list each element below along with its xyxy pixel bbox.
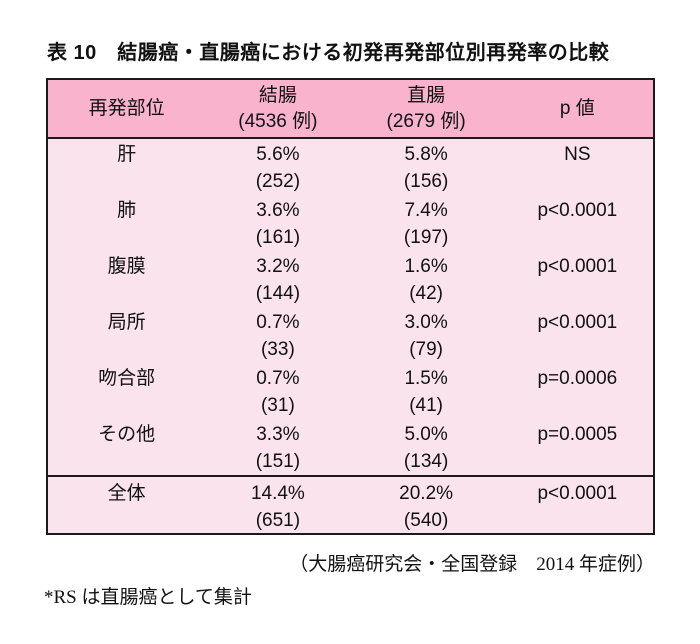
- recurrence-rate-table: 再発部位 結腸 (4536 例) 直腸 (2679 例) p 値 肝 5.6% …: [46, 78, 655, 535]
- total-pvalue: p<0.0001: [537, 483, 618, 504]
- colon-count: (151): [255, 451, 301, 472]
- row-site: 肺: [117, 200, 137, 221]
- row-pvalue: NS: [564, 144, 591, 165]
- colon-count: (31): [260, 395, 295, 416]
- rectum-count: (134): [403, 451, 449, 472]
- table-body: 肝 5.6% (252) 5.8% (156) NS 肺 3.6% (161) …: [48, 139, 653, 475]
- row-rectum-value: 5.0% (134): [350, 421, 501, 475]
- rectum-count: (41): [409, 395, 443, 416]
- table-row: 肝 5.6% (252) 5.8% (156) NS: [48, 139, 653, 195]
- colon-count: (651): [255, 510, 301, 531]
- colon-count: (161): [255, 227, 301, 248]
- row-pvalue: p=0.0006: [537, 368, 618, 389]
- table-row: 肺 3.6% (161) 7.4% (197) p<0.0001: [48, 195, 653, 251]
- footnote: *RS は直腸癌として集計: [44, 587, 252, 608]
- row-site: 腹膜: [107, 256, 146, 277]
- total-site: 全体: [107, 483, 146, 504]
- table-header-row: 再発部位 結腸 (4536 例) 直腸 (2679 例) p 値: [48, 80, 653, 139]
- colon-count: (144): [255, 283, 301, 304]
- row-colon-value: 3.2% (144): [205, 253, 350, 307]
- rectum-percent: 1.5%: [404, 368, 448, 389]
- table-row: 腹膜 3.2% (144) 1.6% (42) p<0.0001: [48, 251, 653, 307]
- row-rectum-value: 3.0% (79): [350, 309, 501, 363]
- header-colon-label: 結腸: [258, 84, 297, 106]
- row-pvalue: p=0.0005: [537, 424, 618, 445]
- colon-count: (33): [260, 339, 295, 360]
- row-pvalue: p<0.0001: [537, 256, 618, 277]
- row-site: その他: [98, 424, 156, 445]
- rectum-percent: 3.0%: [404, 312, 448, 333]
- table-total-row: 全体 14.4% (651) 20.2% (540) p<0.0001: [48, 475, 653, 533]
- rectum-count: (42): [409, 283, 443, 304]
- rectum-count: (197): [403, 227, 449, 248]
- table-row: 吻合部 0.7% (31) 1.5% (41) p=0.0006: [48, 363, 653, 419]
- table-row: 局所 0.7% (33) 3.0% (79) p<0.0001: [48, 307, 653, 363]
- row-colon-value: 3.3% (151): [205, 421, 350, 475]
- row-site: 肝: [117, 144, 137, 165]
- row-site: 局所: [107, 312, 146, 333]
- row-pvalue: p<0.0001: [537, 312, 618, 333]
- row-rectum-value: 7.4% (197): [350, 197, 501, 251]
- colon-percent: 3.2%: [256, 256, 300, 277]
- row-rectum-value: 1.5% (41): [350, 365, 501, 419]
- total-colon-value: 14.4% (651): [205, 480, 350, 534]
- colon-percent: 0.7%: [256, 312, 300, 333]
- total-rectum-value: 20.2% (540): [350, 480, 501, 534]
- rectum-count: (540): [403, 510, 449, 531]
- rectum-percent: 1.6%: [404, 256, 448, 277]
- row-rectum-value: 5.8% (156): [350, 141, 501, 195]
- colon-percent: 5.6%: [256, 144, 300, 165]
- rectum-percent: 7.4%: [404, 200, 448, 221]
- header-site: 再発部位: [88, 97, 165, 119]
- header-rectum: 直腸 (2679 例): [350, 83, 501, 135]
- colon-percent: 0.7%: [256, 368, 300, 389]
- table-row: その他 3.3% (151) 5.0% (134) p=0.0005: [48, 419, 653, 475]
- page-title: 表 10 結腸癌・直腸癌における初発再発部位別再発率の比較: [47, 42, 610, 64]
- rectum-percent: 5.0%: [404, 424, 448, 445]
- header-rectum-n: (2679 例): [386, 110, 466, 132]
- colon-percent: 3.6%: [256, 200, 300, 221]
- rectum-percent: 5.8%: [404, 144, 448, 165]
- header-colon: 結腸 (4536 例): [205, 83, 350, 135]
- row-colon-value: 0.7% (31): [205, 365, 350, 419]
- colon-count: (252): [255, 171, 301, 192]
- colon-percent: 14.4%: [250, 483, 305, 504]
- rectum-percent: 20.2%: [399, 483, 454, 504]
- row-site: 吻合部: [98, 368, 156, 389]
- header-rectum-label: 直腸: [407, 84, 446, 106]
- header-pvalue: p 値: [559, 97, 595, 119]
- row-pvalue: p<0.0001: [537, 200, 618, 221]
- colon-percent: 3.3%: [256, 424, 300, 445]
- rectum-count: (156): [403, 171, 449, 192]
- header-colon-n: (4536 例): [238, 110, 318, 132]
- row-colon-value: 3.6% (161): [205, 197, 350, 251]
- row-rectum-value: 1.6% (42): [350, 253, 501, 307]
- row-colon-value: 0.7% (33): [205, 309, 350, 363]
- rectum-count: (79): [409, 339, 443, 360]
- source-note: （大腸癌研究会・全国登録 2014 年症例）: [289, 554, 655, 575]
- row-colon-value: 5.6% (252): [205, 141, 350, 195]
